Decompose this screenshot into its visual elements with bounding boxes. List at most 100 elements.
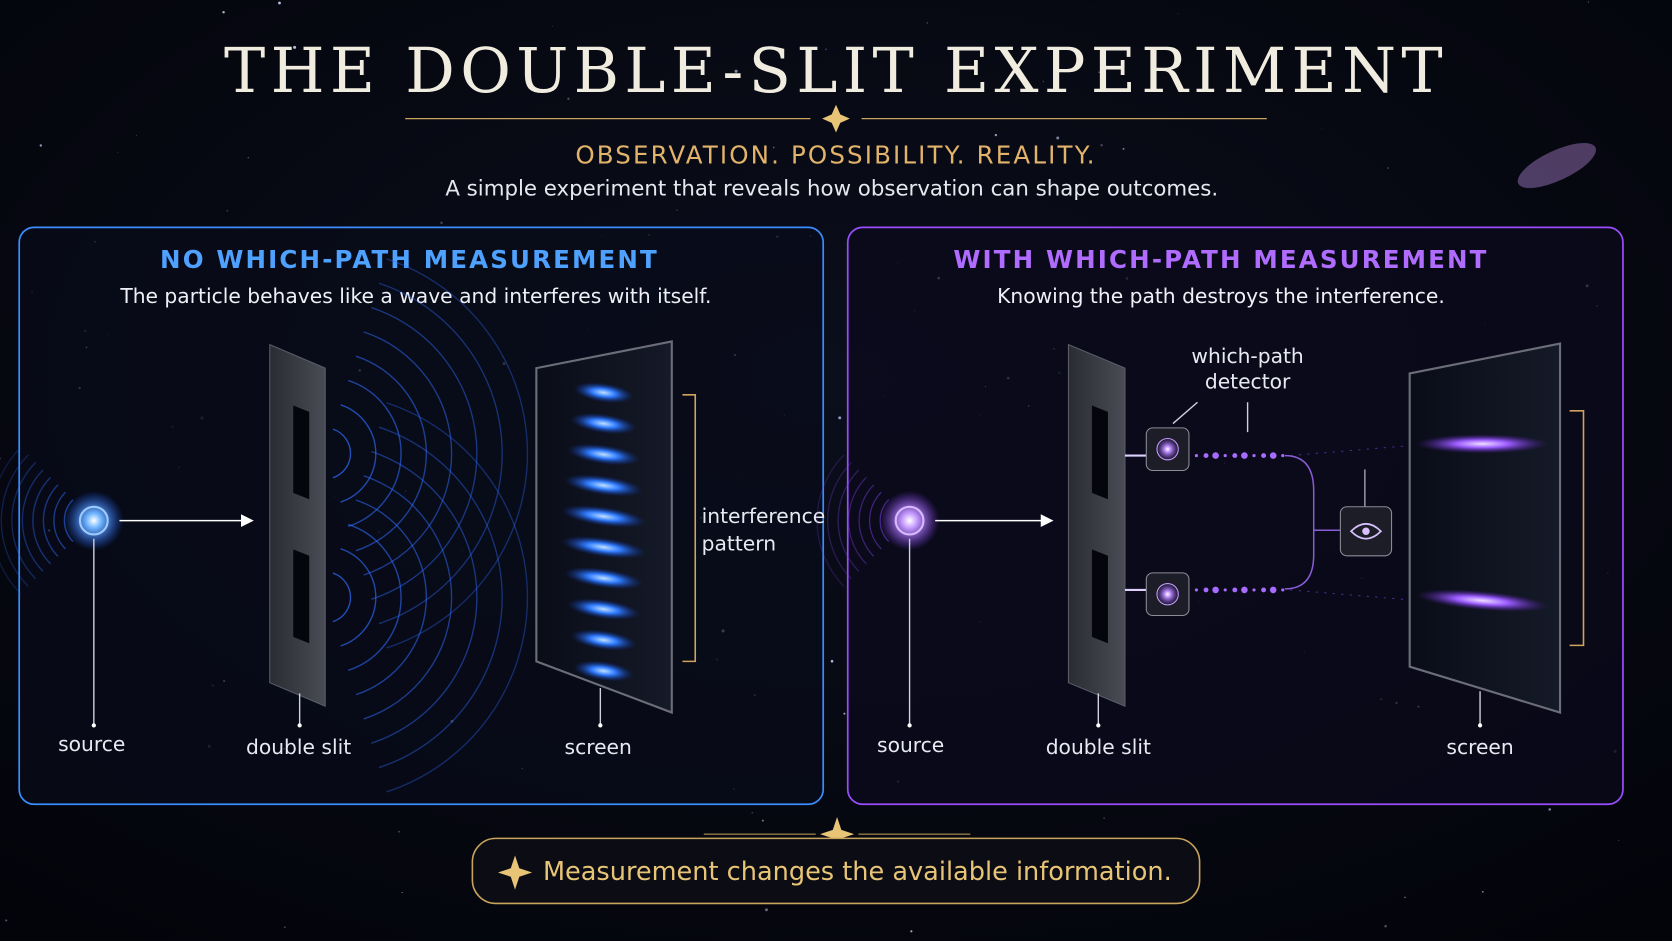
star	[1177, 13, 1179, 15]
wavefront	[42, 484, 59, 557]
title: THE DOUBLE-SLIT EXPERIMENT	[224, 35, 1448, 107]
particle	[1241, 586, 1248, 594]
star	[838, 416, 842, 420]
slit	[1091, 549, 1108, 644]
wavefront	[386, 258, 529, 649]
source-glow	[879, 490, 940, 551]
fringe	[560, 536, 647, 559]
star	[284, 926, 286, 929]
eye	[1349, 522, 1383, 540]
particle	[1232, 453, 1238, 459]
fringe	[567, 598, 640, 620]
star	[1387, 167, 1389, 169]
detector-lens	[1156, 582, 1179, 606]
star	[1321, 128, 1323, 130]
pattern-label: interference	[702, 504, 826, 528]
star	[281, 35, 283, 36]
impact-band	[1416, 434, 1549, 454]
bracket	[1569, 409, 1585, 647]
star	[1482, 891, 1484, 893]
wavefront	[837, 469, 860, 572]
wavefront	[32, 476, 52, 565]
wavefront	[340, 548, 377, 647]
wavefront	[816, 454, 845, 587]
wavefront	[21, 469, 44, 572]
detector-lens	[1156, 437, 1179, 461]
screen	[1408, 342, 1562, 714]
star	[830, 659, 834, 663]
panel-left: NO WHICH-PATH MEASUREMENT The particle b…	[0, 226, 826, 806]
star	[772, 146, 775, 149]
star	[0, 457, 2, 460]
wavefront	[348, 523, 402, 671]
wavefront	[868, 491, 882, 550]
star	[926, 22, 928, 24]
fringe	[563, 567, 644, 590]
detector-label: which-path	[1191, 344, 1303, 368]
star	[634, 84, 637, 87]
wavefront	[332, 428, 352, 479]
star	[751, 811, 754, 814]
star	[222, 10, 225, 14]
star	[398, 830, 400, 833]
particle	[1223, 588, 1227, 592]
source-glow	[63, 490, 124, 551]
particle	[1252, 588, 1256, 592]
star	[1103, 817, 1105, 819]
wavefront	[378, 282, 503, 625]
particle	[1203, 587, 1209, 593]
arrowhead	[240, 514, 254, 528]
bracket	[682, 393, 697, 663]
wavefront	[827, 461, 852, 580]
wavefront	[332, 572, 352, 623]
fringe	[573, 660, 634, 682]
wavefront	[355, 499, 427, 696]
fringe	[573, 382, 634, 404]
star	[910, 930, 913, 933]
tagline: OBSERVATION. POSSIBILITY. REALITY.	[575, 140, 1096, 169]
panel-description: Knowing the path destroys the interferen…	[997, 284, 1445, 308]
double-slit	[269, 343, 326, 707]
slit-label: double slit	[1046, 735, 1151, 759]
star	[1618, 840, 1620, 842]
slit-label: double slit	[246, 735, 351, 759]
wavefront	[371, 450, 478, 744]
wavefront	[355, 355, 427, 552]
particle	[1194, 588, 1199, 592]
star	[843, 712, 846, 715]
arrowhead	[1040, 514, 1054, 528]
connector	[1284, 454, 1342, 590]
star	[1548, 808, 1551, 811]
star	[22, 230, 23, 232]
screen	[535, 340, 673, 715]
particle	[1241, 452, 1248, 459]
fringe	[560, 505, 647, 528]
wavefront	[363, 475, 453, 720]
star	[676, 209, 678, 211]
star	[247, 157, 249, 159]
wavefront	[53, 491, 66, 550]
star	[567, 97, 570, 100]
wavefront	[858, 484, 875, 557]
wavefront	[386, 402, 529, 793]
star	[1100, 144, 1103, 147]
fringe	[567, 443, 640, 466]
particle	[1269, 452, 1277, 459]
star	[117, 151, 119, 153]
star	[1098, 71, 1101, 74]
particle	[1281, 588, 1285, 592]
panel-title: NO WHICH-PATH MEASUREMENT	[160, 245, 659, 274]
eye-pupil	[1362, 527, 1370, 536]
source-label: source	[877, 733, 944, 757]
fringe	[563, 474, 644, 497]
star	[761, 819, 764, 822]
source-ring	[78, 505, 109, 536]
footer: Measurement changes the available inform…	[471, 817, 1201, 905]
wavefront	[11, 461, 37, 580]
impact-band	[1416, 589, 1549, 612]
fringe	[570, 412, 637, 435]
star	[734, 69, 738, 73]
wavefront	[348, 379, 402, 528]
star	[440, 221, 443, 225]
